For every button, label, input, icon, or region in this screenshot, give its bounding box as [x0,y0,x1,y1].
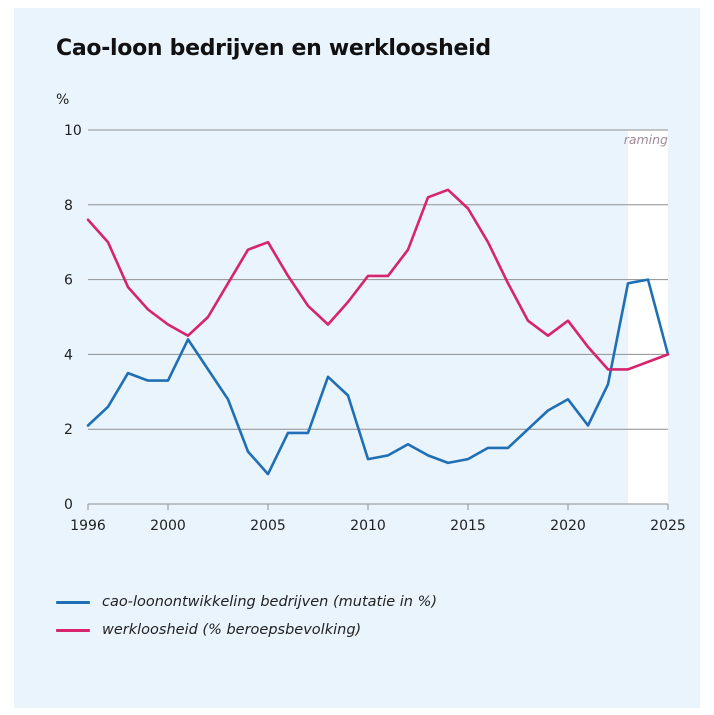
legend: cao-loonontwikkeling bedrijven (mutatie … [56,588,437,644]
legend-swatch-wage [56,600,90,604]
forecast-label: raming [624,132,668,147]
x-tick-label-2000: 2000 [150,518,186,534]
y-tick-label-10: 10 [64,123,82,139]
x-tick-label-2020: 2020 [550,518,586,534]
legend-swatch-unemployment [56,628,90,632]
y-tick-label-2: 2 [64,422,73,438]
forecast-band [628,130,668,504]
unemployment-line [86,188,670,371]
legend-label-unemployment: werkloosheid (% beroepsbevolking) [102,622,362,638]
chart-title: Cao-loon bedrijven en werkloosheid [56,36,491,61]
x-tick-label-1996: 1996 [70,518,106,534]
legend-item-unemployment: werkloosheid (% beroepsbevolking) [56,616,437,644]
x-tick-label-2025: 2025 [650,518,686,534]
x-tick-label-2005: 2005 [250,518,286,534]
legend-label-wage: cao-loonontwikkeling bedrijven (mutatie … [102,594,438,610]
chart-panel [14,8,700,708]
y-tick-label-6: 6 [64,273,73,289]
y-tick-label-8: 8 [64,198,73,214]
x-tick-label-2015: 2015 [450,518,486,534]
y-tick-label-4: 4 [64,347,73,363]
y-axis-unit-label: % [56,92,69,108]
y-tick-label-0: 0 [64,497,73,513]
legend-item-wage: cao-loonontwikkeling bedrijven (mutatie … [56,588,437,616]
x-tick-label-2010: 2010 [350,518,386,534]
wage-growth-line [86,278,670,476]
